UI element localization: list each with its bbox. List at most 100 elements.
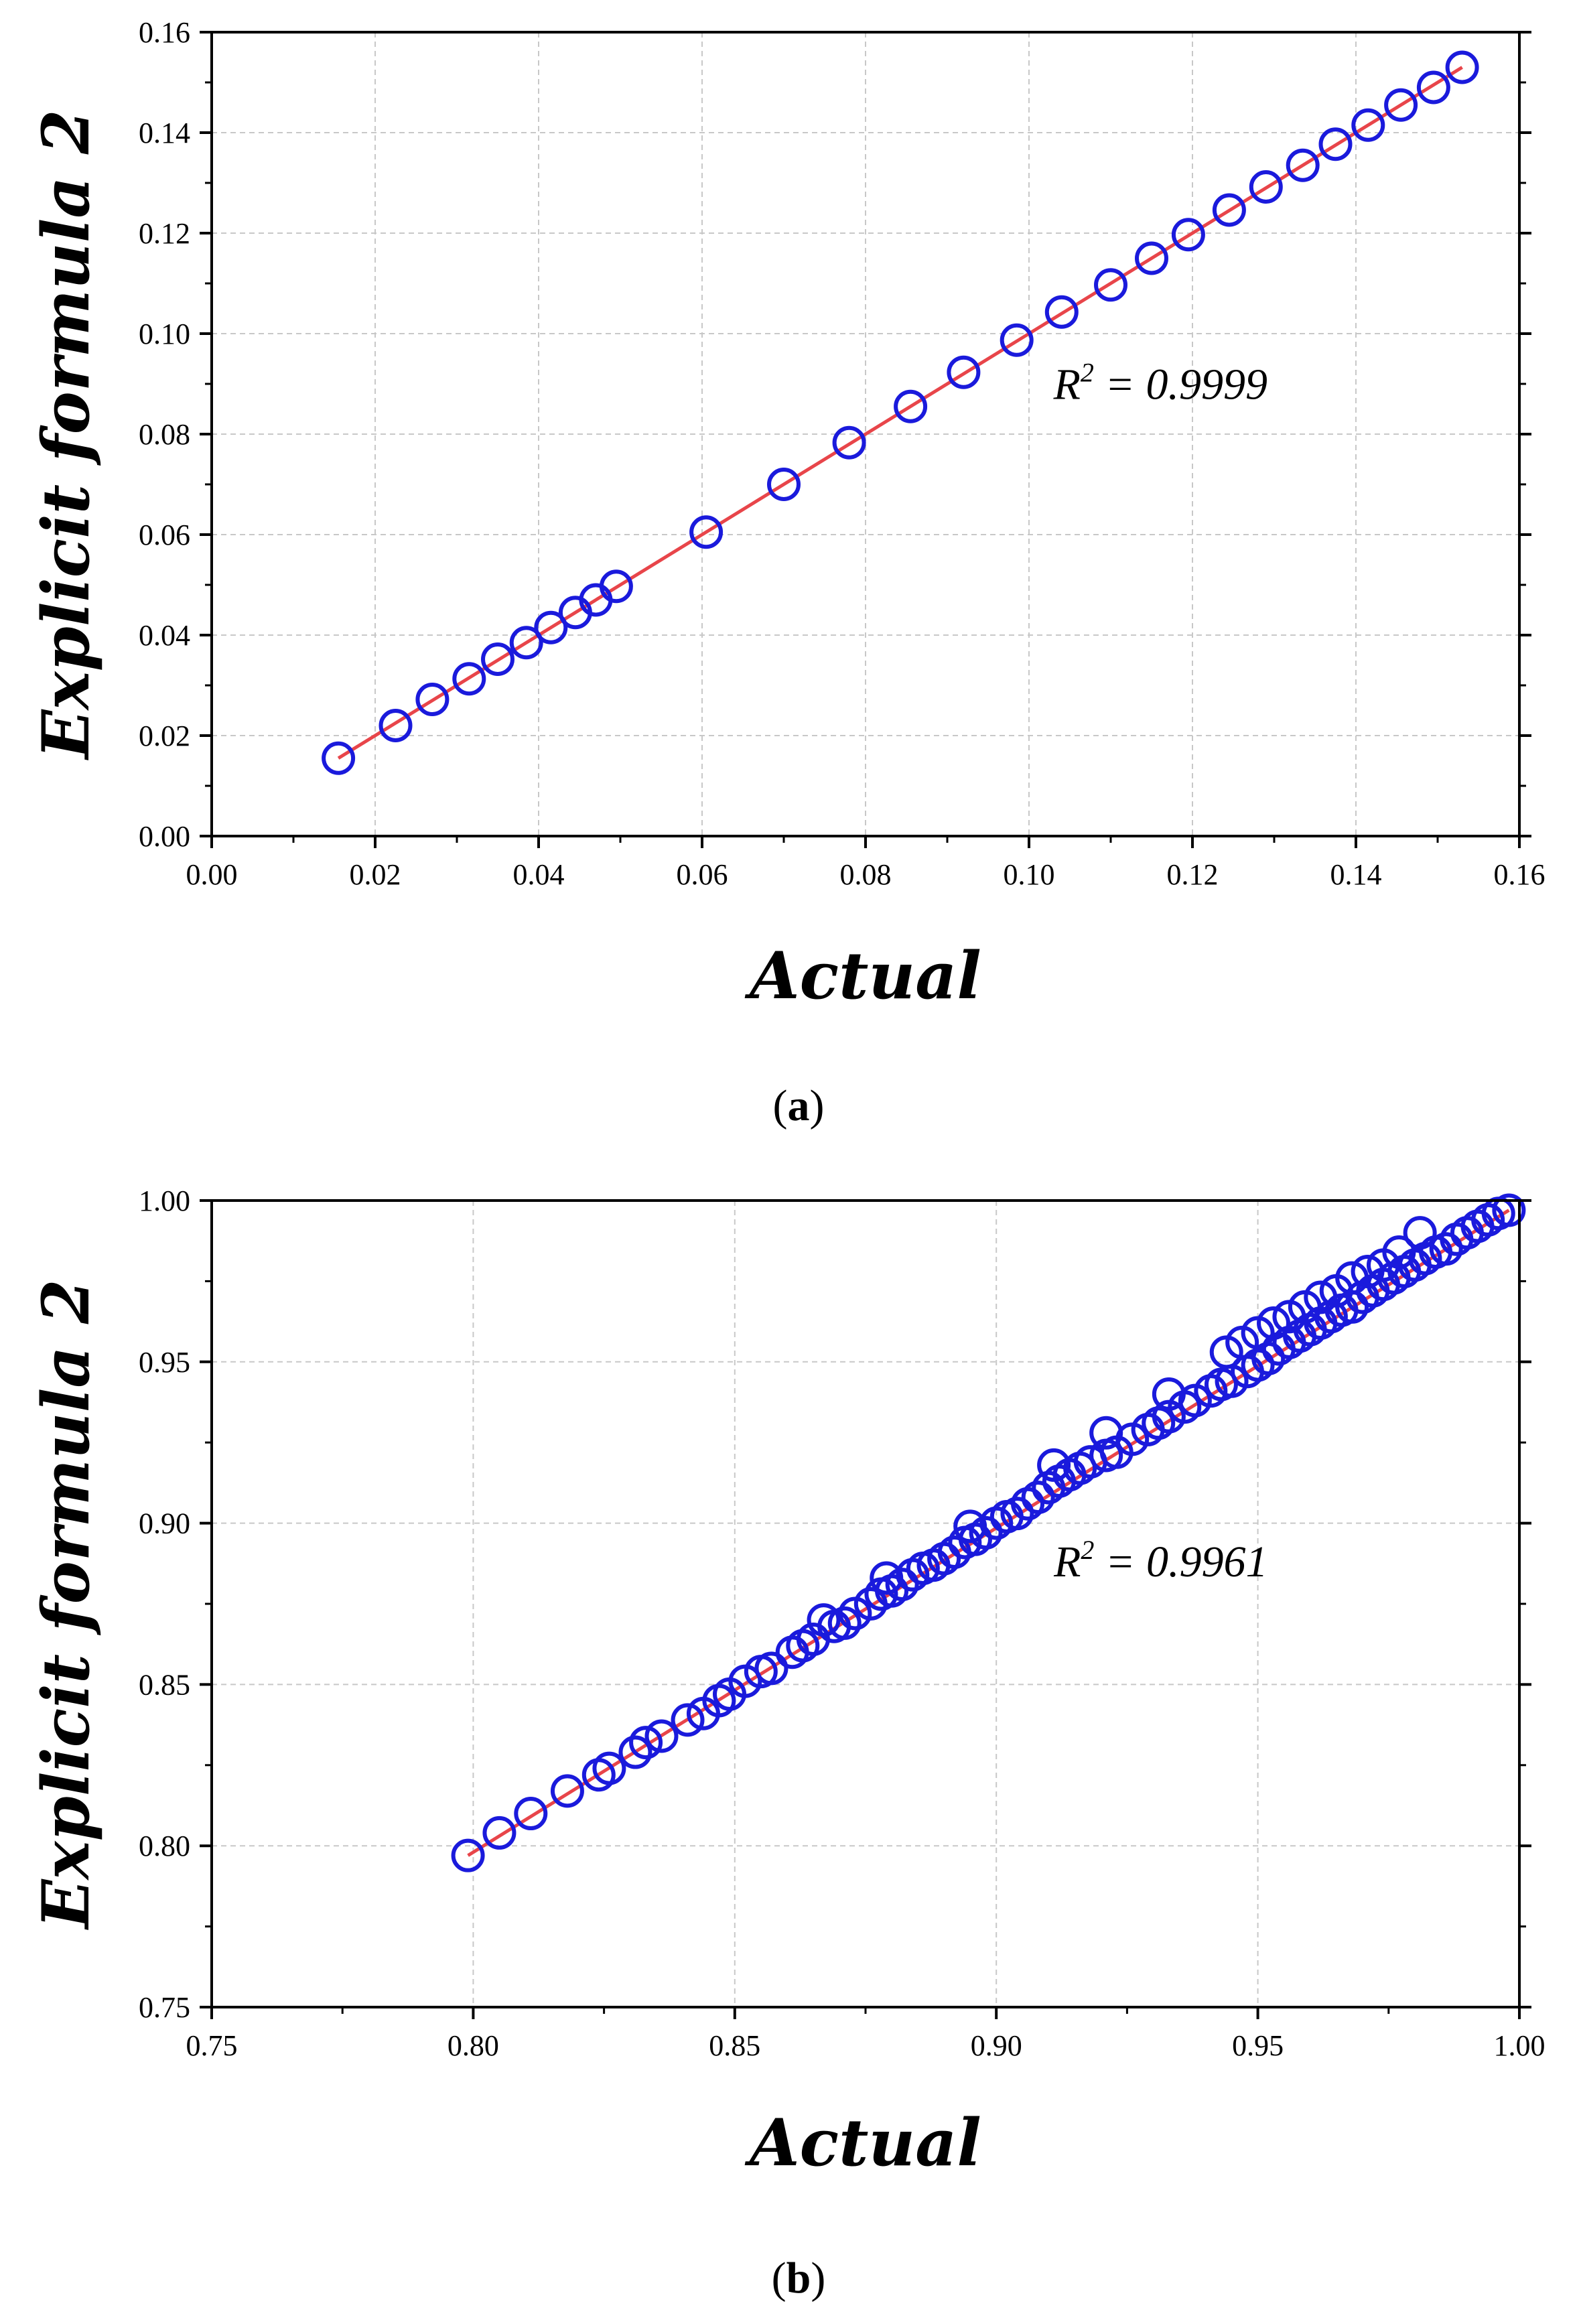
- panel-a-data-point: [1094, 268, 1127, 302]
- panel-a-data-point: [832, 425, 866, 460]
- panel-a-y-axis-title: Explicit formula 2: [28, 109, 104, 760]
- panel-a-x-tick-label: 0.06: [677, 858, 728, 891]
- panel-b-data-point: [754, 1651, 788, 1686]
- panel-a-data-point: [534, 610, 568, 644]
- panel-b-data-point: [550, 1774, 584, 1808]
- panel-a-x-tick-label: 0.04: [513, 858, 565, 891]
- panel-a-data-point: [1000, 323, 1034, 357]
- panel-a-data-point: [322, 741, 356, 775]
- panel-a-data-point: [415, 683, 450, 716]
- panel-b-r-superscript: 2: [1081, 1535, 1094, 1565]
- panel-a-data-point: [1384, 88, 1418, 122]
- panel-b-y-tick-label: 1.00: [139, 1184, 190, 1217]
- panel-b-data-point: [807, 1603, 841, 1637]
- panel-b-y-tick-label: 0.80: [139, 1830, 190, 1862]
- panel-b-x-tick-label: 0.95: [1232, 2029, 1284, 2062]
- panel-b-ticks: [200, 1199, 1531, 2019]
- panel-a-x-tick-label: 0.12: [1167, 858, 1219, 891]
- panel-a-data-point: [481, 642, 514, 676]
- panel-b-data-point: [629, 1726, 663, 1760]
- panel-b-data-point: [1021, 1481, 1055, 1515]
- panel-b-r-symbol: R: [1053, 1537, 1081, 1586]
- panel-a-data-point: [1318, 127, 1353, 161]
- panel-a-data-point: [1212, 193, 1246, 227]
- panel-a-x-tick-label: 0.08: [840, 858, 892, 891]
- panel-a-y-tick-label: 0.00: [139, 820, 190, 853]
- panel-a-data-point: [689, 515, 724, 549]
- panel-a-data-point: [1445, 50, 1479, 84]
- panel-a-data-point: [1351, 108, 1385, 142]
- panel-b-x-tick-label: 0.90: [971, 2029, 1022, 2062]
- panel-a: 0.00 0.02 0.04 0.06 0.08 0.10 0.12 0.14 0.16 0.00…: [28, 16, 1546, 1130]
- panel-a-data-point: [509, 626, 543, 660]
- panel-b-data-point: [1000, 1497, 1034, 1531]
- panel-b-data-point: [671, 1703, 705, 1737]
- panel-a-data-point: [1171, 218, 1205, 252]
- panel-a-fit-line: [337, 66, 1463, 760]
- panel-b-data-point: [618, 1735, 653, 1769]
- panel-a-r-value: = 0.9999: [1094, 360, 1267, 409]
- panel-b-label: (b): [772, 2254, 826, 2303]
- panel-b-data-point: [1335, 1261, 1369, 1295]
- panel-b-data-point: [1257, 1306, 1291, 1341]
- panel-b-data-point: [1492, 1193, 1526, 1227]
- panel-b-data-point: [1382, 1235, 1416, 1270]
- panel-a-grid: [212, 32, 1519, 836]
- panel-b-data-point: [514, 1797, 548, 1831]
- panel-a-data-point: [1286, 148, 1320, 182]
- panel-b-data-point: [592, 1751, 626, 1785]
- panel-a-label: (a): [773, 1081, 825, 1130]
- panel-a-data-point: [1416, 70, 1450, 105]
- panel-b-label-open: (: [772, 2254, 786, 2303]
- panel-b-data-point: [451, 1838, 485, 1872]
- panel-b-label-close: ): [811, 2254, 825, 2303]
- panel-b-y-tick-label: 0.90: [139, 1507, 190, 1540]
- panel-b-data-point: [870, 1561, 904, 1595]
- panel-a-label-letter: a: [788, 1081, 810, 1130]
- panel-a-y-tick-label: 0.10: [139, 318, 190, 350]
- panel-b-data-point: [885, 1568, 919, 1602]
- panel-a-y-tick-label: 0.04: [139, 619, 190, 652]
- panel-b-markers: [451, 1193, 1526, 1872]
- panel-a-data-point: [599, 569, 633, 604]
- panel-b-x-tick-label: 1.00: [1494, 2029, 1546, 2062]
- panel-a-data-point: [1249, 170, 1283, 204]
- panel-a-y-tick-label: 0.06: [139, 519, 190, 551]
- panel-a-r-squared-annotation: R2 = 0.9999: [1053, 358, 1267, 409]
- panel-a-r-superscript: 2: [1081, 358, 1094, 388]
- panel-a-tick-labels: 0.00 0.02 0.04 0.06 0.08 0.10 0.12 0.14 0.16 0.00…: [139, 16, 1546, 891]
- panel-b-data-point: [1403, 1216, 1437, 1250]
- panel-b-y-tick-label: 0.75: [139, 1991, 190, 2024]
- panel-b-data-point: [1089, 1416, 1123, 1450]
- panel-b-data-point: [482, 1816, 517, 1850]
- panel-a-r-symbol: R: [1053, 360, 1081, 409]
- panel-b-data-point: [953, 1509, 987, 1544]
- panel-b-x-tick-label: 0.85: [709, 2029, 760, 2062]
- panel-a-y-tick-label: 0.02: [139, 720, 190, 752]
- panel-b-r-squared-annotation: R2 = 0.9961: [1053, 1535, 1267, 1586]
- panel-b-label-letter: b: [786, 2254, 811, 2303]
- panel-a-y-tick-label: 0.12: [139, 217, 190, 250]
- panel-a-data-point: [379, 709, 413, 742]
- panel-a-x-tick-label: 0.00: [186, 858, 238, 891]
- panel-a-y-tick-label: 0.14: [139, 117, 190, 149]
- panel-a-data-point: [947, 355, 981, 389]
- panel-a-data-point: [1044, 295, 1079, 329]
- panel-a-data-point: [452, 662, 486, 696]
- panel-b-x-tick-label: 0.75: [186, 2029, 238, 2062]
- panel-b-tick-labels: 0.75 0.80 0.85 0.90 0.95 1.00 0.75 0.80 0.85 0.90…: [139, 1184, 1546, 2062]
- panel-a-x-axis-title: Actual: [744, 938, 981, 1014]
- panel-b-x-tick-label: 0.80: [448, 2029, 499, 2062]
- panel-b-x-axis-title: Actual: [744, 2105, 981, 2181]
- panel-b-data-point: [1429, 1232, 1463, 1266]
- panel-b-data-point: [1037, 1448, 1071, 1482]
- panel-b-y-tick-label: 0.95: [139, 1346, 190, 1379]
- panel-b: 0.75 0.80 0.85 0.90 0.95 1.00 0.75 0.80 0.85 0.90…: [28, 1184, 1546, 2303]
- panel-b-y-tick-label: 0.85: [139, 1668, 190, 1701]
- panel-a-data-point: [1135, 241, 1168, 275]
- panel-a-x-tick-label: 0.14: [1330, 858, 1382, 891]
- panel-b-data-point: [969, 1516, 1003, 1550]
- panel-a-x-tick-label: 0.16: [1494, 858, 1546, 891]
